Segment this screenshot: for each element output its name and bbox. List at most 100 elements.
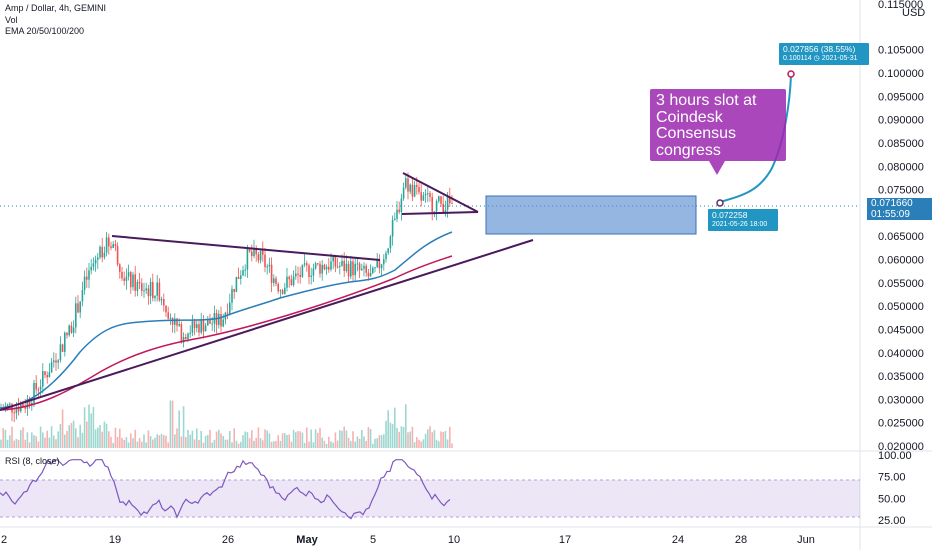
descending-resistance-line[interactable] bbox=[111, 235, 381, 261]
volume-bar bbox=[165, 435, 167, 448]
volume-bar bbox=[167, 442, 169, 448]
volume-bar bbox=[303, 442, 306, 448]
candle-body bbox=[336, 266, 339, 268]
candle-body bbox=[411, 184, 414, 197]
volume-bar bbox=[48, 437, 51, 448]
candle-body bbox=[79, 301, 81, 313]
candle-body bbox=[361, 268, 363, 271]
volume-bar bbox=[42, 432, 44, 448]
candle-body bbox=[402, 187, 405, 199]
symbol-title[interactable]: Amp / Dollar, 4h, GEMINI bbox=[5, 3, 107, 13]
candle-body bbox=[57, 360, 59, 363]
volume-bar bbox=[451, 443, 453, 448]
target-zone-box[interactable] bbox=[485, 195, 697, 235]
volume-bar bbox=[273, 441, 275, 448]
price-tick-label: 0.105000 bbox=[878, 45, 924, 57]
volume-bar bbox=[369, 429, 372, 448]
volume-bar bbox=[145, 442, 147, 448]
volume-bar bbox=[332, 442, 334, 448]
annotation-callout[interactable]: 3 hours slot at Coindesk Consensus congr… bbox=[650, 89, 786, 161]
volume-bar bbox=[385, 420, 387, 448]
candle-body bbox=[198, 324, 200, 333]
price-tick-label: 0.050000 bbox=[878, 301, 924, 313]
price-axis-labels: 0.115000 0.105000 0.100000 0.095000 0.090000… bbox=[878, 0, 924, 453]
volume-bar bbox=[328, 436, 330, 448]
chart-legend: Amp / Dollar, 4h, GEMINI Vol EMA 20/50/1… bbox=[5, 3, 106, 38]
volume-bar bbox=[398, 431, 400, 448]
volume-legend[interactable]: Vol bbox=[5, 14, 18, 25]
projection-end-point[interactable] bbox=[787, 70, 795, 78]
volume-bar bbox=[174, 434, 176, 448]
volume-bar bbox=[354, 441, 356, 448]
volume-bar bbox=[13, 440, 15, 448]
volume-bar bbox=[372, 443, 374, 448]
candle-body bbox=[365, 265, 367, 273]
volume-bar bbox=[275, 441, 277, 448]
candlesticks bbox=[0, 172, 453, 423]
volume-bar bbox=[46, 430, 48, 448]
candle-body bbox=[42, 371, 44, 387]
ema-legend[interactable]: EMA 20/50/100/200 bbox=[5, 26, 85, 36]
volume-bar bbox=[317, 432, 319, 448]
volume-bar bbox=[288, 434, 290, 448]
candle-body bbox=[444, 209, 447, 214]
candle-body bbox=[264, 254, 266, 268]
candle-body bbox=[251, 251, 253, 257]
projection-start-point[interactable] bbox=[716, 199, 724, 207]
volume-bar bbox=[196, 428, 198, 448]
candle-body bbox=[259, 250, 262, 261]
candle-body bbox=[378, 260, 381, 269]
volume-bar bbox=[391, 424, 394, 448]
volume-bar bbox=[229, 430, 231, 448]
volume-bar bbox=[163, 435, 165, 448]
volume-bar bbox=[55, 439, 57, 448]
projection-curve[interactable] bbox=[719, 74, 792, 203]
rsi-legend[interactable]: RSI (8, close) bbox=[5, 456, 60, 466]
volume-bar bbox=[380, 435, 383, 448]
pennant-lower-line[interactable] bbox=[401, 211, 479, 215]
candle-body bbox=[53, 360, 55, 363]
candle-body bbox=[13, 412, 15, 414]
date-tick-label: 2 bbox=[1, 534, 7, 546]
candle-body bbox=[158, 282, 161, 301]
volume-bar bbox=[444, 431, 447, 448]
candle-body bbox=[39, 386, 42, 390]
candle-body bbox=[372, 267, 374, 274]
volume-bar bbox=[358, 438, 361, 448]
candle-body bbox=[383, 259, 385, 265]
candle-body bbox=[334, 255, 337, 267]
volume-bar bbox=[182, 406, 185, 448]
candle-body bbox=[33, 382, 35, 403]
volume-bar bbox=[226, 439, 229, 448]
ema-fast-line bbox=[0, 231, 453, 409]
volume-bar bbox=[198, 439, 200, 448]
volume-bar bbox=[2, 428, 4, 448]
volume-bar bbox=[361, 429, 363, 448]
volume-bar bbox=[169, 400, 172, 448]
target-price-tag: 0.027856 (38.55%) 0.100114 ◷ 2021-05-31 bbox=[779, 43, 869, 65]
candle-body bbox=[424, 193, 427, 196]
volume-bar bbox=[119, 428, 121, 448]
volume-bar bbox=[105, 423, 108, 448]
volume-bar bbox=[53, 435, 55, 448]
ascending-trendline[interactable] bbox=[0, 239, 534, 411]
volume-bar bbox=[422, 439, 425, 448]
target-change: 0.027856 (38.55%) bbox=[783, 44, 856, 54]
volume-bar bbox=[413, 442, 416, 448]
volume-bar bbox=[160, 433, 163, 448]
volume-bar bbox=[438, 441, 440, 448]
candle-body bbox=[319, 263, 321, 274]
ema-slow-line bbox=[0, 255, 453, 411]
candle-body bbox=[97, 257, 99, 260]
candle-body bbox=[369, 273, 372, 277]
volume-bar bbox=[180, 436, 183, 448]
volume-bar bbox=[262, 440, 264, 448]
candle-body bbox=[138, 281, 141, 284]
candle-body bbox=[72, 327, 75, 333]
pennant-upper-line[interactable] bbox=[402, 172, 479, 213]
candle-body bbox=[119, 264, 121, 272]
volume-bar bbox=[99, 425, 101, 448]
volume-bar bbox=[279, 440, 282, 448]
candle-body bbox=[374, 267, 376, 269]
